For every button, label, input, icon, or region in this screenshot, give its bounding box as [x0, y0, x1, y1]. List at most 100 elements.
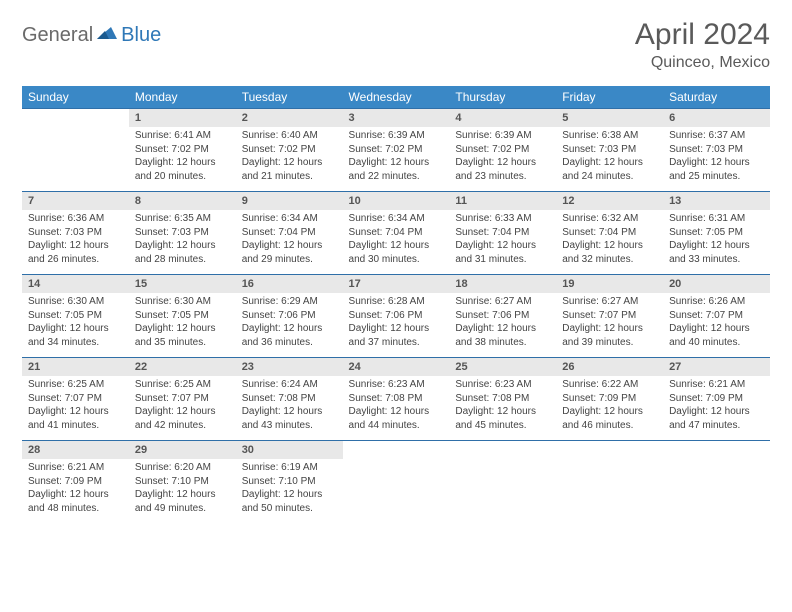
day-dl1-label: Daylight: 12 hours [349, 322, 444, 336]
day-dl2-label: and 46 minutes. [562, 419, 657, 433]
day-sunrise-label: Sunrise: 6:26 AM [669, 295, 764, 309]
weekday-header: Thursday [449, 86, 556, 109]
day-number-cell: 28 [22, 441, 129, 460]
day-sunset-label: Sunset: 7:04 PM [455, 226, 550, 240]
day-sunset-label: Sunset: 7:06 PM [349, 309, 444, 323]
day-number-cell: 7 [22, 192, 129, 211]
day-dl2-label: and 39 minutes. [562, 336, 657, 350]
day-detail-cell [449, 459, 556, 523]
logo-text-blue: Blue [121, 24, 161, 47]
day-detail-cell: Sunrise: 6:40 AMSunset: 7:02 PMDaylight:… [236, 127, 343, 192]
day-sunrise-label: Sunrise: 6:30 AM [28, 295, 123, 309]
day-detail-cell: Sunrise: 6:38 AMSunset: 7:03 PMDaylight:… [556, 127, 663, 192]
logo: General Blue [22, 18, 161, 47]
day-dl2-label: and 43 minutes. [242, 419, 337, 433]
day-sunset-label: Sunset: 7:07 PM [135, 392, 230, 406]
day-sunrise-label: Sunrise: 6:25 AM [135, 378, 230, 392]
day-dl1-label: Daylight: 12 hours [242, 488, 337, 502]
day-dl2-label: and 24 minutes. [562, 170, 657, 184]
day-dl1-label: Daylight: 12 hours [242, 405, 337, 419]
day-detail-cell: Sunrise: 6:25 AMSunset: 7:07 PMDaylight:… [129, 376, 236, 441]
day-sunset-label: Sunset: 7:10 PM [135, 475, 230, 489]
day-number-cell: 1 [129, 109, 236, 128]
day-number-row: 282930 [22, 441, 770, 460]
day-dl2-label: and 33 minutes. [669, 253, 764, 267]
day-number-cell: 10 [343, 192, 450, 211]
day-number-cell: 23 [236, 358, 343, 377]
day-detail-cell: Sunrise: 6:28 AMSunset: 7:06 PMDaylight:… [343, 293, 450, 358]
day-detail-cell: Sunrise: 6:30 AMSunset: 7:05 PMDaylight:… [22, 293, 129, 358]
day-number-row: 21222324252627 [22, 358, 770, 377]
day-dl2-label: and 32 minutes. [562, 253, 657, 267]
day-detail-cell: Sunrise: 6:21 AMSunset: 7:09 PMDaylight:… [22, 459, 129, 523]
day-detail-cell: Sunrise: 6:25 AMSunset: 7:07 PMDaylight:… [22, 376, 129, 441]
day-dl1-label: Daylight: 12 hours [669, 322, 764, 336]
day-dl1-label: Daylight: 12 hours [28, 405, 123, 419]
page-header: General Blue April 2024 Quinceo, Mexico [22, 18, 770, 72]
day-sunset-label: Sunset: 7:02 PM [242, 143, 337, 157]
day-sunrise-label: Sunrise: 6:24 AM [242, 378, 337, 392]
day-detail-cell: Sunrise: 6:23 AMSunset: 7:08 PMDaylight:… [449, 376, 556, 441]
location-label: Quinceo, Mexico [635, 54, 770, 72]
day-sunset-label: Sunset: 7:04 PM [349, 226, 444, 240]
day-dl2-label: and 22 minutes. [349, 170, 444, 184]
day-number-cell: 14 [22, 275, 129, 294]
day-detail-cell [22, 127, 129, 192]
day-dl1-label: Daylight: 12 hours [28, 488, 123, 502]
day-dl1-label: Daylight: 12 hours [562, 156, 657, 170]
day-detail-cell: Sunrise: 6:30 AMSunset: 7:05 PMDaylight:… [129, 293, 236, 358]
day-number-cell: 2 [236, 109, 343, 128]
day-dl1-label: Daylight: 12 hours [562, 405, 657, 419]
day-sunset-label: Sunset: 7:05 PM [135, 309, 230, 323]
day-sunset-label: Sunset: 7:03 PM [562, 143, 657, 157]
day-sunrise-label: Sunrise: 6:21 AM [669, 378, 764, 392]
day-detail-cell: Sunrise: 6:34 AMSunset: 7:04 PMDaylight:… [236, 210, 343, 275]
day-sunrise-label: Sunrise: 6:21 AM [28, 461, 123, 475]
day-number-cell: 16 [236, 275, 343, 294]
day-number-row: 123456 [22, 109, 770, 128]
day-number-cell: 25 [449, 358, 556, 377]
day-detail-cell [343, 459, 450, 523]
day-sunrise-label: Sunrise: 6:41 AM [135, 129, 230, 143]
day-dl1-label: Daylight: 12 hours [135, 239, 230, 253]
day-dl1-label: Daylight: 12 hours [28, 239, 123, 253]
day-sunset-label: Sunset: 7:04 PM [242, 226, 337, 240]
day-detail-cell: Sunrise: 6:31 AMSunset: 7:05 PMDaylight:… [663, 210, 770, 275]
day-number-cell: 4 [449, 109, 556, 128]
day-dl2-label: and 47 minutes. [669, 419, 764, 433]
day-dl1-label: Daylight: 12 hours [135, 322, 230, 336]
day-dl1-label: Daylight: 12 hours [669, 405, 764, 419]
day-detail-cell [663, 459, 770, 523]
day-sunrise-label: Sunrise: 6:39 AM [455, 129, 550, 143]
day-dl2-label: and 31 minutes. [455, 253, 550, 267]
day-number-row: 14151617181920 [22, 275, 770, 294]
day-number-cell: 9 [236, 192, 343, 211]
day-number-cell: 3 [343, 109, 450, 128]
day-sunrise-label: Sunrise: 6:29 AM [242, 295, 337, 309]
day-detail-cell: Sunrise: 6:24 AMSunset: 7:08 PMDaylight:… [236, 376, 343, 441]
day-sunset-label: Sunset: 7:09 PM [28, 475, 123, 489]
weekday-header: Wednesday [343, 86, 450, 109]
day-sunset-label: Sunset: 7:08 PM [455, 392, 550, 406]
day-detail-cell: Sunrise: 6:36 AMSunset: 7:03 PMDaylight:… [22, 210, 129, 275]
day-sunrise-label: Sunrise: 6:19 AM [242, 461, 337, 475]
day-dl1-label: Daylight: 12 hours [349, 239, 444, 253]
day-dl2-label: and 37 minutes. [349, 336, 444, 350]
day-number-cell: 27 [663, 358, 770, 377]
day-dl2-label: and 42 minutes. [135, 419, 230, 433]
day-sunset-label: Sunset: 7:02 PM [349, 143, 444, 157]
day-detail-cell: Sunrise: 6:37 AMSunset: 7:03 PMDaylight:… [663, 127, 770, 192]
day-sunset-label: Sunset: 7:07 PM [562, 309, 657, 323]
day-dl1-label: Daylight: 12 hours [455, 405, 550, 419]
day-detail-row: Sunrise: 6:21 AMSunset: 7:09 PMDaylight:… [22, 459, 770, 523]
day-number-cell: 8 [129, 192, 236, 211]
day-number-cell [663, 441, 770, 460]
day-detail-cell: Sunrise: 6:33 AMSunset: 7:04 PMDaylight:… [449, 210, 556, 275]
day-detail-cell: Sunrise: 6:23 AMSunset: 7:08 PMDaylight:… [343, 376, 450, 441]
day-sunrise-label: Sunrise: 6:30 AM [135, 295, 230, 309]
day-sunset-label: Sunset: 7:06 PM [455, 309, 550, 323]
day-number-cell: 29 [129, 441, 236, 460]
day-dl2-label: and 44 minutes. [349, 419, 444, 433]
weekday-header: Monday [129, 86, 236, 109]
day-sunrise-label: Sunrise: 6:28 AM [349, 295, 444, 309]
